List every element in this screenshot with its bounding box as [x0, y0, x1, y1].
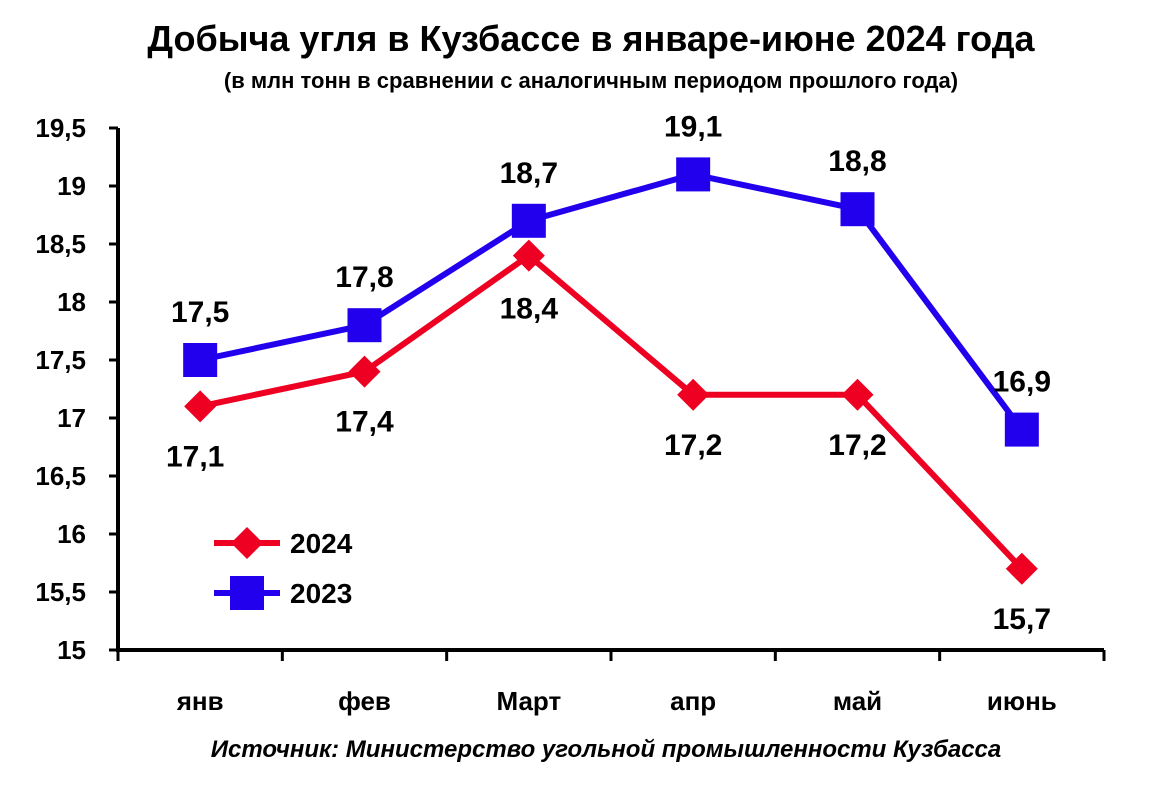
y-tick-label: 18,5: [35, 229, 86, 259]
data-label-2023: 19,1: [664, 110, 722, 143]
chart-subtitle: (в млн тонн в сравнении с аналогичным пе…: [223, 68, 959, 93]
series-layer: [183, 157, 1039, 585]
y-tick-label: 15: [57, 635, 86, 665]
y-tick-label: 17,5: [35, 345, 86, 375]
data-labels: 17,1 17,4 18,4 17,2 17,2 15,7 17,5 17,8 18,7 19,1…: [166, 110, 1051, 635]
source-note: Источник: Министерство угольной промышле…: [210, 736, 1002, 763]
x-tick-label: Март: [496, 686, 561, 716]
legend-swatch-marker: [231, 527, 263, 559]
y-tick-label: 16,5: [35, 461, 86, 491]
y-tick-label: 15,5: [35, 577, 86, 607]
data-point-2024: [512, 239, 545, 272]
x-tick-label: апр: [670, 686, 716, 716]
y-tick-label: 17: [57, 403, 86, 433]
axes: 19,5 19 18,5 18 17,5 17 16,5 16 15,5 15 янв фев Март…: [35, 113, 1106, 716]
data-label-2023: 18,7: [500, 157, 558, 190]
data-label-2024: 17,2: [664, 429, 722, 462]
data-point-2023: [676, 157, 711, 192]
data-label-2023: 16,9: [993, 366, 1051, 399]
x-tick-label: янв: [176, 686, 224, 716]
data-label-2024: 18,4: [500, 293, 559, 326]
data-point-2023: [347, 308, 382, 343]
data-point-2023: [183, 343, 218, 377]
x-tick-label: май: [833, 686, 882, 716]
data-point-2024: [184, 390, 217, 423]
data-point-2024: [1005, 552, 1038, 585]
data-point-2023: [1004, 412, 1039, 447]
y-tick-label: 19: [57, 171, 86, 201]
data-point-2024: [677, 378, 710, 411]
data-label-2023: 17,8: [335, 261, 393, 294]
legend-label: 2023: [290, 578, 352, 609]
x-tick-label: фев: [338, 686, 391, 716]
series-line-2024: [199, 252, 1025, 571]
legend-swatch-marker: [230, 576, 264, 610]
y-tick-label: 18: [57, 287, 86, 317]
data-point-2023: [840, 192, 875, 227]
x-tick-label: июнь: [987, 686, 1057, 716]
series-line-2023: [199, 171, 1025, 432]
data-label-2023: 18,8: [828, 145, 886, 178]
data-point-2024: [348, 355, 381, 388]
data-point-2024: [841, 378, 874, 411]
y-tick-label: 19,5: [35, 113, 86, 143]
data-label-2024: 15,7: [993, 603, 1051, 636]
chart-title: Добыча угля в Кузбассе в январе-июне 202…: [147, 18, 1035, 59]
data-label-2023: 17,5: [171, 296, 229, 329]
data-label-2024: 17,4: [335, 406, 394, 439]
y-tick-label: 16: [57, 519, 86, 549]
data-label-2024: 17,2: [828, 429, 886, 462]
data-point-2023: [511, 203, 546, 238]
legend-label: 2024: [290, 528, 353, 559]
legend: 2024 2023: [214, 527, 353, 610]
data-label-2024: 17,1: [166, 440, 224, 473]
